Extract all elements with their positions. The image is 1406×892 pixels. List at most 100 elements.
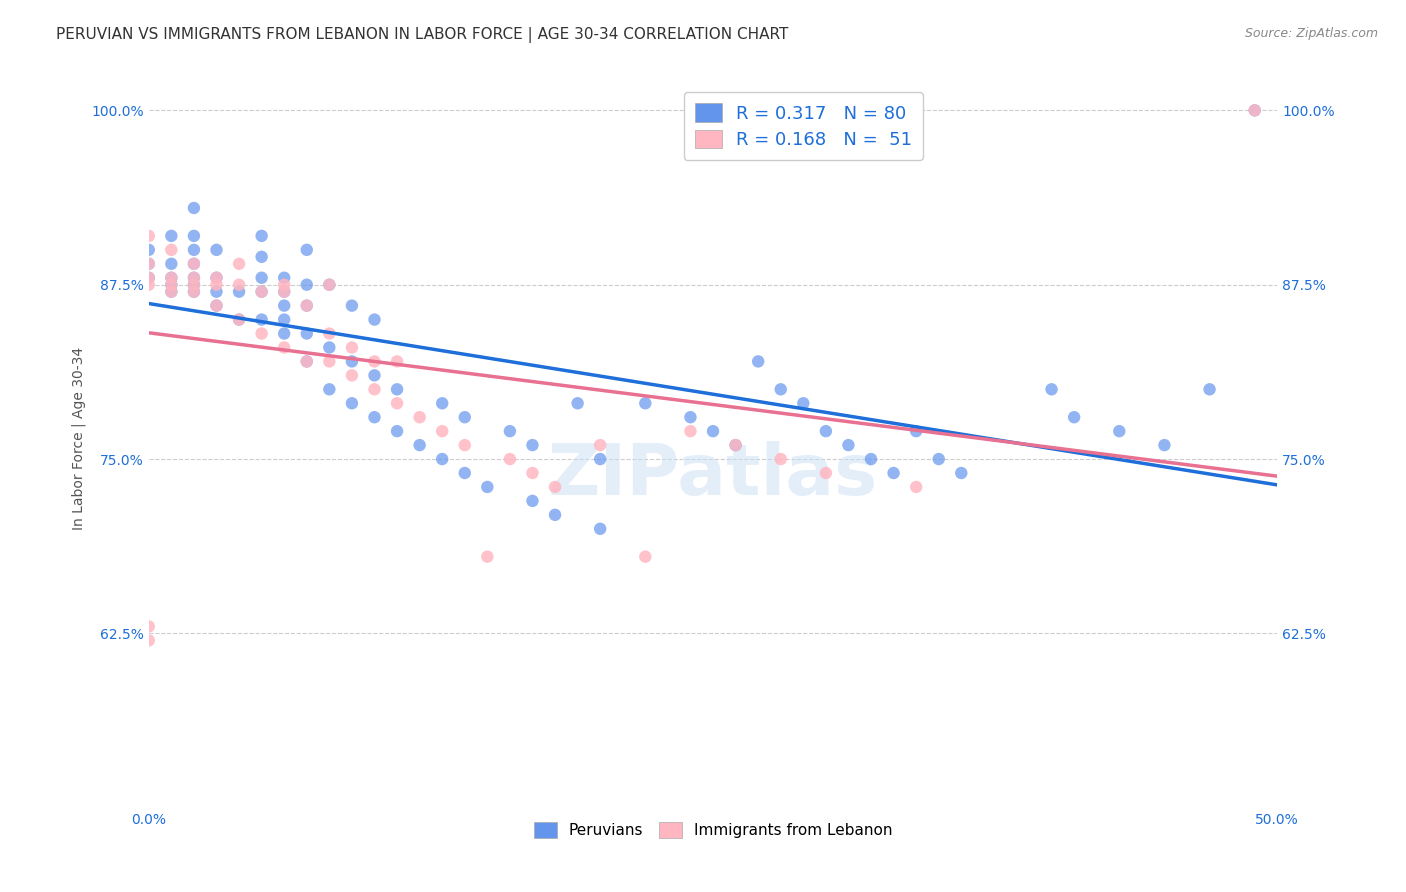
Point <box>160 277 183 292</box>
Point <box>522 466 544 480</box>
Point <box>205 277 228 292</box>
Point <box>340 354 363 368</box>
Point <box>905 480 928 494</box>
Point <box>318 382 340 396</box>
Point <box>160 243 183 257</box>
Point <box>160 228 183 243</box>
Point <box>318 354 340 368</box>
Point <box>160 257 183 271</box>
Point <box>273 312 295 326</box>
Point <box>183 285 205 299</box>
Point <box>160 277 183 292</box>
Point <box>363 368 385 383</box>
Point <box>160 270 183 285</box>
Point <box>363 382 385 396</box>
Point <box>1243 103 1265 118</box>
Point <box>363 312 385 326</box>
Point <box>183 201 205 215</box>
Point <box>205 243 228 257</box>
Point <box>679 410 702 425</box>
Point <box>589 522 612 536</box>
Point <box>138 277 160 292</box>
Point <box>589 438 612 452</box>
Point <box>183 270 205 285</box>
Point <box>544 508 567 522</box>
Point <box>634 396 657 410</box>
Text: PERUVIAN VS IMMIGRANTS FROM LEBANON IN LABOR FORCE | AGE 30-34 CORRELATION CHART: PERUVIAN VS IMMIGRANTS FROM LEBANON IN L… <box>56 27 789 43</box>
Point <box>273 341 295 355</box>
Point <box>340 396 363 410</box>
Point <box>1108 424 1130 438</box>
Point <box>183 277 205 292</box>
Point <box>318 341 340 355</box>
Point <box>205 270 228 285</box>
Point <box>385 396 408 410</box>
Point <box>385 382 408 396</box>
Point <box>408 438 430 452</box>
Point <box>273 285 295 299</box>
Point <box>454 410 477 425</box>
Point <box>160 270 183 285</box>
Point <box>273 285 295 299</box>
Point <box>138 228 160 243</box>
Point <box>454 438 477 452</box>
Point <box>837 438 859 452</box>
Point <box>747 354 769 368</box>
Point <box>340 368 363 383</box>
Point <box>567 396 589 410</box>
Point <box>702 424 724 438</box>
Point <box>432 452 454 467</box>
Point <box>295 326 318 341</box>
Point <box>1063 410 1085 425</box>
Point <box>318 277 340 292</box>
Point <box>138 257 160 271</box>
Point <box>295 277 318 292</box>
Point <box>859 452 882 467</box>
Point <box>228 277 250 292</box>
Point <box>477 549 499 564</box>
Text: Source: ZipAtlas.com: Source: ZipAtlas.com <box>1244 27 1378 40</box>
Point <box>814 466 837 480</box>
Point <box>138 270 160 285</box>
Point <box>138 633 160 648</box>
Point <box>385 354 408 368</box>
Point <box>1153 438 1175 452</box>
Point <box>295 299 318 313</box>
Point <box>814 424 837 438</box>
Point <box>138 243 160 257</box>
Point <box>385 424 408 438</box>
Point <box>250 285 273 299</box>
Point <box>883 466 905 480</box>
Point <box>544 480 567 494</box>
Point <box>273 299 295 313</box>
Y-axis label: In Labor Force | Age 30-34: In Labor Force | Age 30-34 <box>72 347 86 530</box>
Point <box>228 285 250 299</box>
Point <box>340 299 363 313</box>
Point <box>769 452 792 467</box>
Point <box>183 257 205 271</box>
Point <box>138 270 160 285</box>
Point <box>522 438 544 452</box>
Point <box>499 424 522 438</box>
Point <box>273 270 295 285</box>
Point <box>1198 382 1220 396</box>
Point <box>477 480 499 494</box>
Point <box>160 285 183 299</box>
Point <box>318 277 340 292</box>
Point <box>679 424 702 438</box>
Point <box>928 452 950 467</box>
Point <box>183 228 205 243</box>
Point <box>250 250 273 264</box>
Point <box>205 299 228 313</box>
Point <box>250 228 273 243</box>
Point <box>363 410 385 425</box>
Point <box>363 354 385 368</box>
Point <box>318 326 340 341</box>
Point <box>228 257 250 271</box>
Point <box>408 410 430 425</box>
Point <box>950 466 973 480</box>
Point <box>183 277 205 292</box>
Point <box>792 396 814 410</box>
Point <box>295 354 318 368</box>
Point <box>432 424 454 438</box>
